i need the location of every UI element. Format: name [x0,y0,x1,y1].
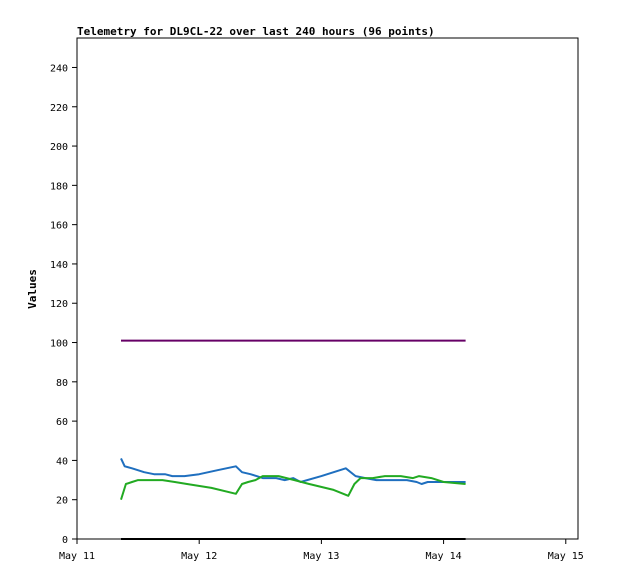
y-tick-label: 240 [50,63,68,74]
y-tick-label: 160 [50,221,68,232]
y-tick-label: 80 [56,378,68,389]
y-tick-label: 220 [50,103,68,114]
series-line-2 [120,457,466,485]
chart-title: Telemetry for DL9CL-22 over last 240 hou… [77,25,435,38]
y-tick-label: 100 [50,339,68,350]
y-tick-label: 140 [50,260,68,271]
y-tick-label: 60 [56,417,68,428]
series-line-3 [120,475,466,500]
x-tick-label: May 15 [548,551,584,562]
series-layer [120,339,466,540]
y-tick-label: 0 [62,535,68,546]
x-tick-label: May 12 [181,551,217,562]
y-tick-label: 20 [56,496,68,507]
y-axis: 0 20 40 60 80 100 120 140 160 180 200 220 240 [50,63,77,546]
y-tick-label: 120 [50,299,68,310]
plot-area [76,37,579,540]
y-tick-label: 40 [56,456,68,467]
y-tick-label: 180 [50,181,68,192]
x-tick-label: May 11 [59,551,95,562]
x-tick-label: May 14 [426,551,462,562]
y-tick-label: 200 [50,142,68,153]
x-axis: May 11 May 12 May 13 May 14 May 15 [59,539,584,562]
y-axis-label: Values [26,269,39,309]
x-tick-label: May 13 [303,551,339,562]
